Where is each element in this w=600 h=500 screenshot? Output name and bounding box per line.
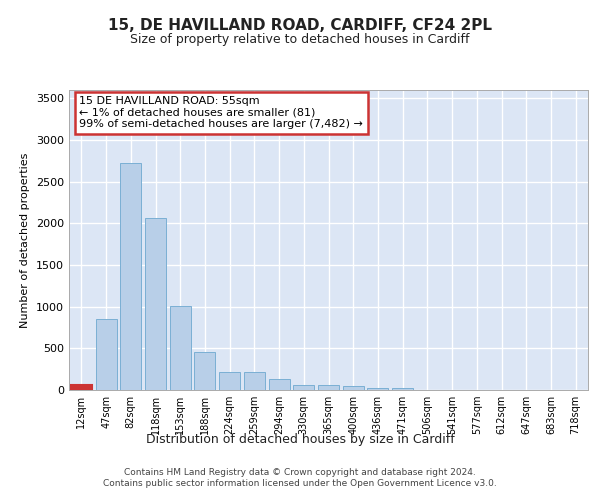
Text: Distribution of detached houses by size in Cardiff: Distribution of detached houses by size …: [146, 432, 454, 446]
Bar: [392, 388, 413, 390]
Bar: [269, 379, 290, 390]
Bar: [71, 386, 92, 390]
Text: Size of property relative to detached houses in Cardiff: Size of property relative to detached ho…: [130, 32, 470, 46]
Text: Contains HM Land Registry data © Crown copyright and database right 2024.
Contai: Contains HM Land Registry data © Crown c…: [103, 468, 497, 487]
Bar: [219, 372, 240, 390]
Bar: [343, 386, 364, 390]
Text: 15 DE HAVILLAND ROAD: 55sqm
← 1% of detached houses are smaller (81)
99% of semi: 15 DE HAVILLAND ROAD: 55sqm ← 1% of deta…: [79, 96, 363, 129]
Bar: [244, 372, 265, 390]
Bar: [170, 306, 191, 390]
Bar: [95, 319, 116, 390]
Bar: [367, 388, 388, 390]
Bar: [194, 352, 215, 390]
Bar: [120, 164, 141, 390]
Bar: [293, 384, 314, 390]
Y-axis label: Number of detached properties: Number of detached properties: [20, 152, 31, 328]
Bar: [318, 386, 339, 390]
Text: 15, DE HAVILLAND ROAD, CARDIFF, CF24 2PL: 15, DE HAVILLAND ROAD, CARDIFF, CF24 2PL: [108, 18, 492, 32]
Bar: [145, 218, 166, 390]
